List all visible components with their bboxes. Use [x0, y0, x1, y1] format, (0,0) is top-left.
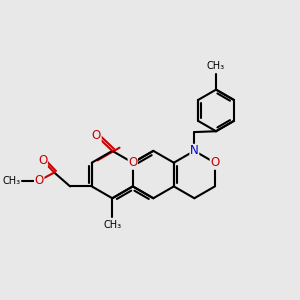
Text: O: O [38, 154, 47, 167]
Text: O: O [210, 156, 220, 169]
Text: CH₃: CH₃ [103, 220, 122, 230]
Text: O: O [128, 156, 137, 169]
Text: O: O [34, 174, 44, 187]
Text: CH₃: CH₃ [3, 176, 21, 186]
Text: O: O [92, 129, 101, 142]
Text: CH₃: CH₃ [207, 61, 225, 71]
Text: N: N [190, 144, 199, 158]
